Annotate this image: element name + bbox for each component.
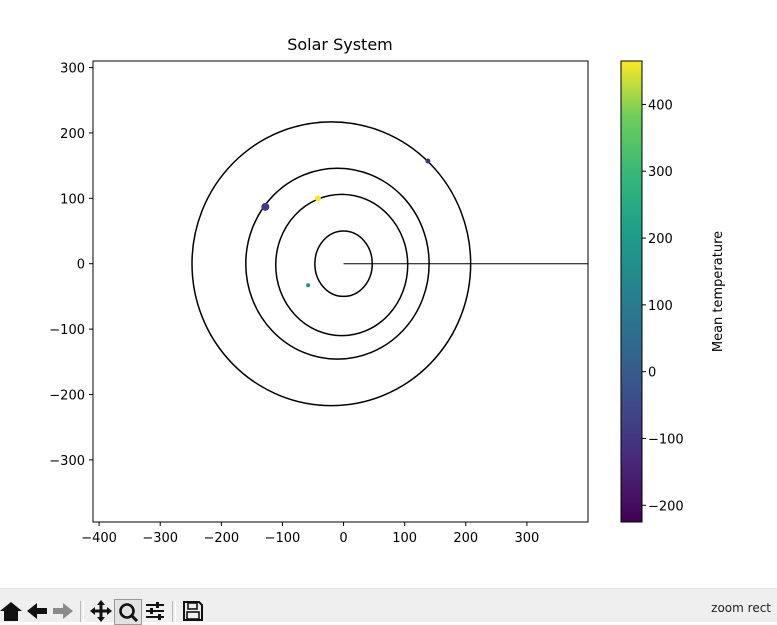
colorbar-tick-label: 100 [648, 299, 673, 314]
y-tick-label: −100 [49, 323, 85, 338]
toolbar-mode-label: zoom rect [711, 601, 771, 615]
colorbar-tick-label: 0 [648, 366, 656, 381]
home-icon [0, 602, 22, 621]
colorbar-tick-label: 200 [648, 232, 673, 247]
orbit-2 [274, 193, 409, 337]
x-tick-label: −400 [81, 531, 117, 546]
move-icon [90, 600, 112, 622]
home-button[interactable] [0, 599, 24, 623]
colorbar-gradient [620, 60, 643, 523]
planet-point-2 [314, 195, 321, 202]
y-tick-label: 200 [60, 127, 85, 142]
arrow-left-icon [27, 603, 47, 619]
y-tick-label: −300 [49, 454, 85, 469]
forward-button[interactable] [50, 599, 76, 623]
y-tick-label: 100 [60, 192, 85, 207]
navigation-toolbar: zoom rect [0, 588, 777, 625]
arrow-right-icon [53, 603, 73, 619]
zoom-button[interactable] [114, 599, 142, 625]
axes-frame [92, 60, 589, 523]
configure-subplots-button[interactable] [142, 599, 168, 623]
chart-title: Solar System [287, 35, 393, 54]
plot-area: −400 −300 −200 −100 0 100 200 300 −300 −200 −100 0 1… [49, 60, 589, 546]
sliders-icon [146, 602, 164, 620]
x-tick-label: −100 [265, 531, 301, 546]
x-tick-label: −200 [203, 531, 239, 546]
y-tick-label: −200 [49, 388, 85, 403]
x-tick-label: 300 [514, 531, 539, 546]
y-tick-label: 300 [60, 62, 85, 77]
pan-button[interactable] [88, 599, 114, 623]
x-tick-label: 200 [453, 531, 478, 546]
toolbar-separator [172, 601, 176, 622]
floppy-disk-icon [183, 601, 203, 621]
planet-point-1 [261, 202, 270, 211]
colorbar-tick-label: 400 [648, 98, 673, 113]
colorbar-label: Mean temperature [711, 231, 726, 352]
colorbar-tick-label: 300 [648, 165, 673, 180]
planet-point-3 [425, 158, 431, 164]
x-tick-label: −300 [142, 531, 178, 546]
x-tick-label: 0 [339, 531, 347, 546]
toolbar-separator [80, 601, 84, 622]
y-tick-label: 0 [77, 258, 85, 273]
planet-point-4 [306, 283, 311, 288]
zoom-icon [119, 603, 139, 623]
colorbar-tick-label: −200 [648, 499, 684, 514]
figure: Solar System −400 −300 −200 −100 0 100 200 300−… [49, 35, 726, 546]
colorbar-tick-label: −100 [648, 432, 684, 447]
back-button[interactable] [24, 599, 50, 623]
colorbar: −200 −100 0 100 200 300 400 Mean temperature [620, 60, 726, 523]
save-button[interactable] [180, 599, 206, 623]
x-tick-label: 100 [392, 531, 417, 546]
